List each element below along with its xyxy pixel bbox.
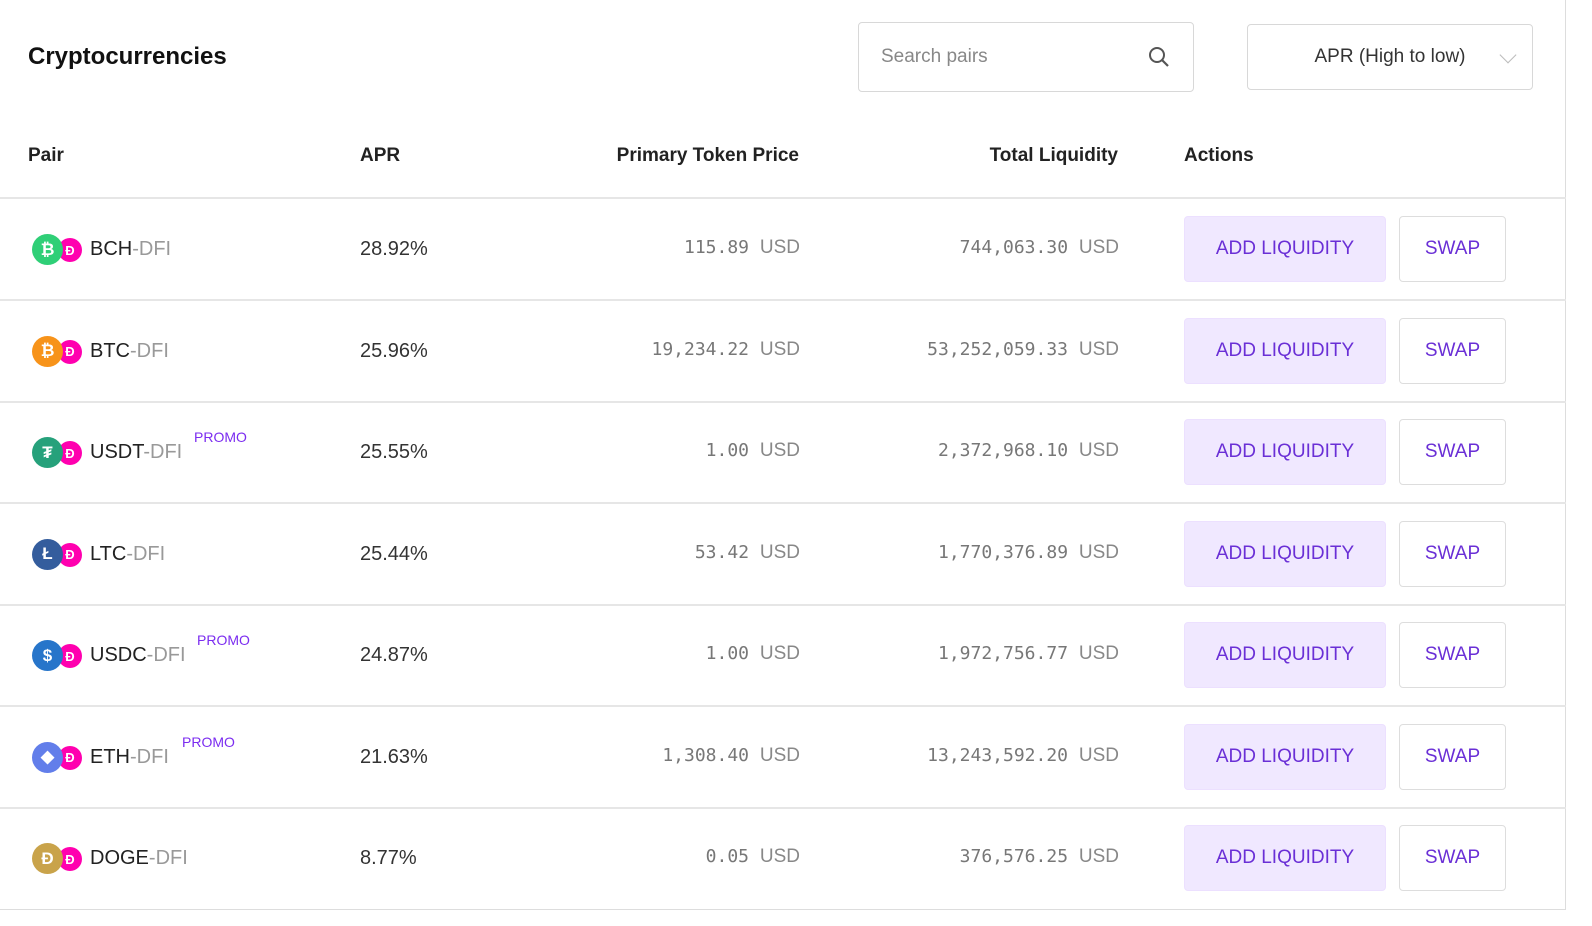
swap-button[interactable]: SWAP [1399, 622, 1506, 688]
swap-button[interactable]: SWAP [1399, 520, 1506, 587]
add-liquidity-button[interactable]: ADD LIQUIDITY [1184, 622, 1386, 688]
page-title: Cryptocurrencies [28, 43, 227, 70]
column-header-apr: APR [360, 145, 401, 166]
defichain-icon: Ð [58, 745, 82, 770]
total-liquidity: 744,063.30 USD [959, 237, 1119, 258]
swap-button[interactable]: SWAP [1399, 216, 1506, 282]
total-liquidity: 376,576.25 USD [959, 846, 1119, 867]
search-icon[interactable] [1147, 45, 1171, 69]
primary-token-price: 1,308.40 USD [662, 744, 800, 766]
table-row: Ð Ð DOGE-DFI 8.77% 0.05 USD 376,576.25 U… [0, 808, 1566, 909]
dogecoin-icon: Ð [32, 843, 63, 874]
bitcoin-icon: ₿ [32, 335, 63, 367]
total-liquidity: 53,252,059.33 USD [927, 338, 1119, 360]
apr-value: 25.44% [360, 542, 428, 565]
divider [0, 603, 1566, 606]
apr-value: 25.96% [360, 339, 428, 362]
add-liquidity-button[interactable]: ADD LIQUIDITY [1184, 419, 1386, 485]
primary-token-price: 0.05 USD [705, 846, 800, 867]
add-liquidity-button[interactable]: ADD LIQUIDITY [1184, 317, 1386, 384]
tether-icon: ₮ [32, 437, 63, 468]
apr-value: 25.55% [360, 441, 428, 463]
primary-token-price: 115.89 USD [684, 237, 800, 258]
total-liquidity: 1,972,756.77 USD [937, 643, 1119, 664]
add-liquidity-button[interactable]: ADD LIQUIDITY [1184, 216, 1386, 282]
add-liquidity-button[interactable]: ADD LIQUIDITY [1184, 825, 1386, 891]
total-liquidity: 1,770,376.89 USD [937, 541, 1119, 563]
bitcoin-cash-icon: ₿ [32, 234, 63, 265]
swap-button[interactable]: SWAP [1399, 419, 1506, 485]
pair-name: BTC-DFI [90, 339, 169, 362]
pair-name: USDC-DFI [90, 644, 186, 666]
search-input[interactable] [881, 46, 1147, 68]
divider [0, 400, 1566, 403]
column-header-price: Primary Token Price [616, 145, 799, 166]
litecoin-icon: Ł [32, 538, 63, 570]
table-row: $ Ð USDC-DFI PROMO 24.87% 1.00 USD 1,972… [0, 605, 1566, 706]
primary-token-price: 19,234.22 USD [651, 338, 800, 360]
column-header-actions: Actions [1184, 145, 1254, 166]
pair-icons: Ð Ð [32, 843, 82, 875]
defichain-icon: Ð [58, 441, 82, 465]
column-header-pair: Pair [28, 145, 64, 166]
pair-name: ETH-DFI [90, 745, 169, 768]
chevron-down-icon [1499, 46, 1517, 64]
sort-dropdown[interactable]: APR (High to low) [1247, 24, 1533, 90]
table-row: ₿ Ð BCH-DFI 28.92% 115.89 USD 744,063.30… [0, 199, 1566, 300]
swap-button[interactable]: SWAP [1399, 825, 1506, 891]
primary-token-price: 53.42 USD [694, 541, 800, 563]
column-header-liquidity: Total Liquidity [989, 145, 1118, 166]
table-row: Ł Ð LTC-DFI 25.44% 53.42 USD 1,770,376.8… [0, 504, 1566, 605]
primary-token-price: 1.00 USD [705, 440, 800, 461]
pair-icons: ₿ Ð [32, 335, 82, 368]
divider [0, 705, 1566, 707]
apr-value: 8.77% [360, 847, 417, 869]
ethereum-icon: ◆ [32, 741, 63, 773]
apr-value: 28.92% [360, 238, 428, 260]
search-box[interactable] [858, 22, 1194, 92]
table-row: ₿ Ð BTC-DFI 25.96% 19,234.22 USD 53,252,… [0, 301, 1566, 402]
usdc-icon: $ [32, 640, 63, 671]
divider [0, 806, 1566, 809]
pair-icons: ₮ Ð [32, 437, 82, 469]
divider [0, 502, 1566, 504]
apr-value: 24.87% [360, 644, 428, 666]
add-liquidity-button[interactable]: ADD LIQUIDITY [1184, 520, 1386, 587]
add-liquidity-button[interactable]: ADD LIQUIDITY [1184, 723, 1386, 790]
pair-name: USDT-DFI [90, 441, 183, 463]
pair-name: LTC-DFI [90, 542, 166, 565]
divider [0, 197, 1566, 199]
primary-token-price: 1.00 USD [705, 643, 800, 664]
pair-icons: ₿ Ð [32, 234, 82, 266]
pair-icons: ◆ Ð [32, 741, 82, 774]
promo-badge: PROMO [197, 632, 250, 648]
swap-button[interactable]: SWAP [1399, 317, 1506, 384]
table-row: ₮ Ð USDT-DFI PROMO 25.55% 1.00 USD 2,372… [0, 402, 1566, 503]
pair-name: DOGE-DFI [90, 847, 188, 869]
total-liquidity: 13,243,592.20 USD [927, 744, 1119, 766]
total-liquidity: 2,372,968.10 USD [937, 440, 1119, 461]
table-row: ◆ Ð ETH-DFI PROMO 21.63% 1,308.40 USD 13… [0, 707, 1566, 808]
divider [0, 299, 1566, 301]
pair-name: BCH-DFI [90, 238, 172, 260]
promo-badge: PROMO [194, 429, 247, 445]
cryptocurrencies-panel: Cryptocurrencies APR (High to low) Pair … [0, 0, 1566, 910]
swap-button[interactable]: SWAP [1399, 723, 1506, 790]
sort-value: APR (High to low) [1314, 46, 1466, 67]
promo-badge: PROMO [182, 733, 235, 750]
apr-value: 21.63% [360, 745, 428, 768]
pair-icons: Ł Ð [32, 538, 82, 571]
pair-icons: $ Ð [32, 640, 82, 672]
